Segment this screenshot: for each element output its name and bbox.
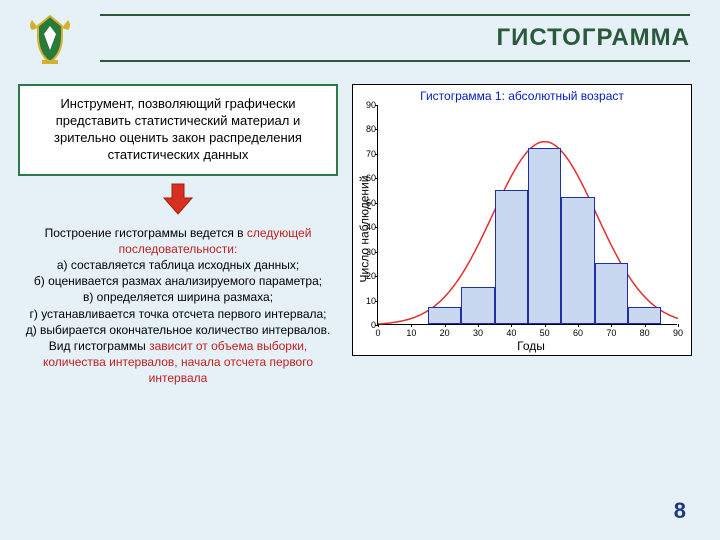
page-number: 8 [674,498,686,524]
arrow-down-icon [160,182,196,221]
steps-items: а) составляется таблица исходных данных;… [18,257,338,338]
arrow-path [164,184,192,214]
emblem-icon [22,12,78,68]
definition-box: Инструмент, позволяющий графически предс… [18,84,338,176]
steps-lead: Построение гистограммы ведется в [45,226,247,240]
content: Инструмент, позволяющий графически предс… [0,70,720,386]
title-rules: ГИСТОГРАММА [100,14,690,62]
left-column: Инструмент, позволяющий графически предс… [18,84,338,386]
histogram-chart: Гистограмма 1: абсолютный возраст Число … [352,84,692,356]
plot-area: 01020304050607080900102030405060708090 [377,105,677,325]
page-title: ГИСТОГРАММА [100,24,690,52]
chart-title: Гистограмма 1: абсолютный возраст [355,89,689,103]
header: ГИСТОГРАММА [0,0,720,70]
right-column: Гистограмма 1: абсолютный возраст Число … [352,84,692,386]
steps-text: Построение гистограммы ведется в следующ… [18,225,338,387]
steps-tail-a: Вид гистограммы [49,339,149,353]
x-axis-label: Годы [373,339,689,353]
